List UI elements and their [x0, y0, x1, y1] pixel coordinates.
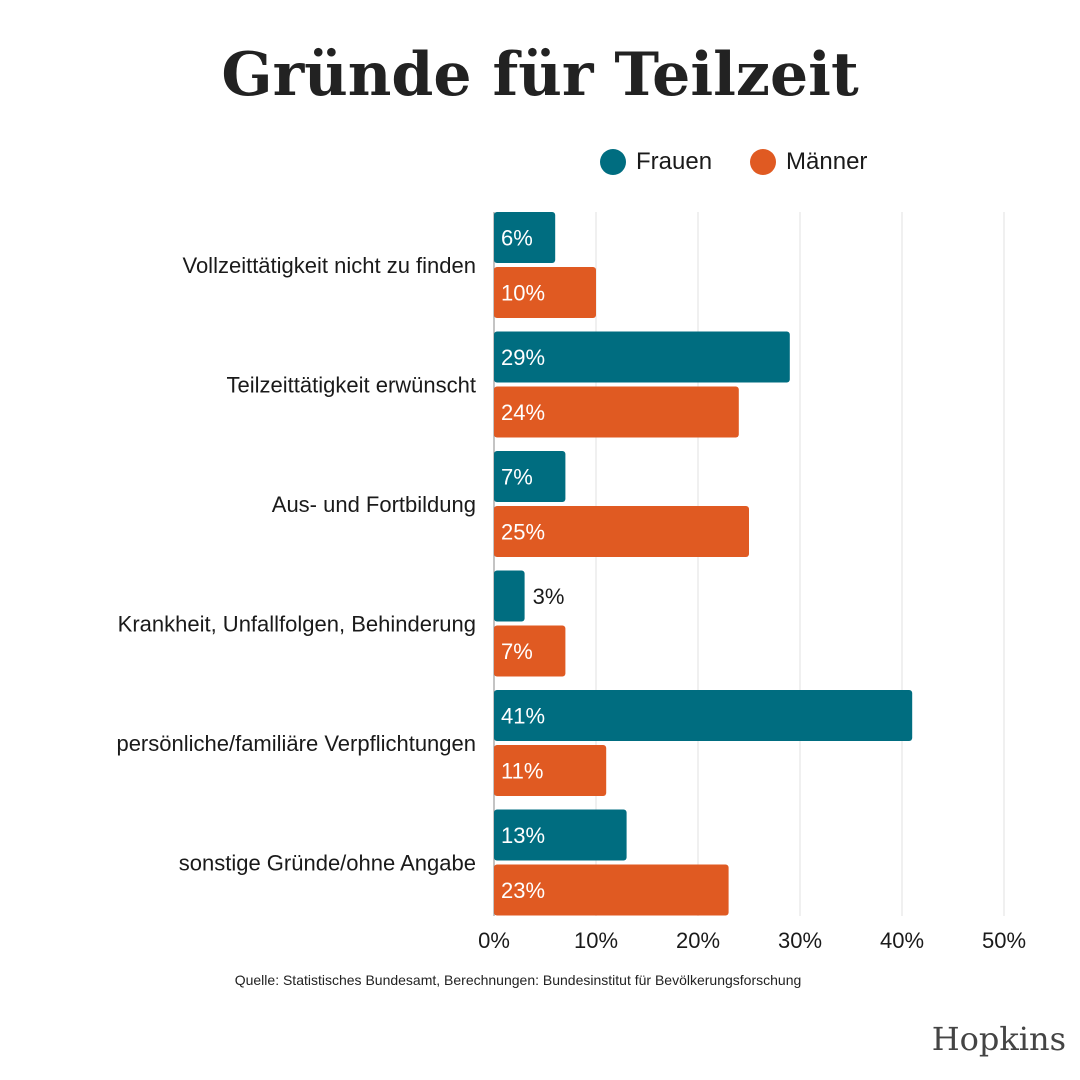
chart-title: Gründe für Teilzeit	[221, 40, 859, 110]
brand-logo: Hopkins	[931, 1020, 1066, 1058]
category-label: persönliche/familiäre Verpflichtungen	[116, 731, 476, 756]
legend-swatch-frauen	[600, 149, 626, 175]
bar-frauen	[494, 451, 566, 502]
x-tick-label: 0%	[478, 928, 510, 953]
bar-frauen	[494, 212, 556, 263]
legend-item-frauen: Frauen	[600, 148, 712, 176]
x-tick-label: 20%	[676, 928, 720, 953]
x-tick-label: 50%	[982, 928, 1026, 953]
legend-item-maenner: Männer	[750, 148, 867, 176]
x-tick-label: 10%	[574, 928, 618, 953]
data-label: 29%	[501, 345, 545, 370]
bar-maenner	[494, 625, 566, 677]
bar-maenner	[494, 506, 749, 557]
data-label: 13%	[501, 823, 545, 848]
bar-frauen	[494, 690, 913, 741]
category-label: Aus- und Fortbildung	[272, 492, 476, 517]
data-label: 7%	[501, 639, 533, 664]
chart-legend: Frauen Männer	[600, 148, 905, 176]
data-label: 7%	[501, 465, 533, 490]
legend-swatch-maenner	[750, 149, 777, 175]
bar-frauen	[494, 809, 627, 861]
x-tick-label: 40%	[880, 928, 924, 953]
source-note: Quelle: Statistisches Bundesamt, Berechn…	[234, 972, 802, 988]
bar-maenner	[494, 864, 729, 916]
bar-maenner	[494, 267, 596, 318]
data-label: 41%	[501, 704, 545, 729]
category-label: Krankheit, Unfallfolgen, Behinderung	[118, 612, 476, 637]
x-tick-label: 30%	[778, 928, 822, 953]
bar-frauen	[494, 331, 790, 383]
data-label: 25%	[501, 520, 545, 545]
data-label: 23%	[501, 878, 545, 903]
data-label: 11%	[501, 759, 543, 784]
legend-label-frauen: Frauen	[636, 148, 713, 175]
bar-maenner	[494, 386, 739, 438]
bar-frauen	[494, 570, 525, 622]
bar-maenner	[494, 745, 607, 796]
data-label: 10%	[501, 281, 545, 306]
category-label: Vollzeittätigkeit nicht zu finden	[182, 253, 476, 278]
legend-label-maenner: Männer	[786, 148, 868, 175]
category-label: sonstige Gründe/ohne Angabe	[179, 851, 476, 876]
data-label: 6%	[501, 226, 533, 251]
data-label: 3%	[533, 584, 565, 609]
data-label: 24%	[501, 400, 545, 425]
category-label: Teilzeittätigkeit erwünscht	[227, 373, 476, 398]
